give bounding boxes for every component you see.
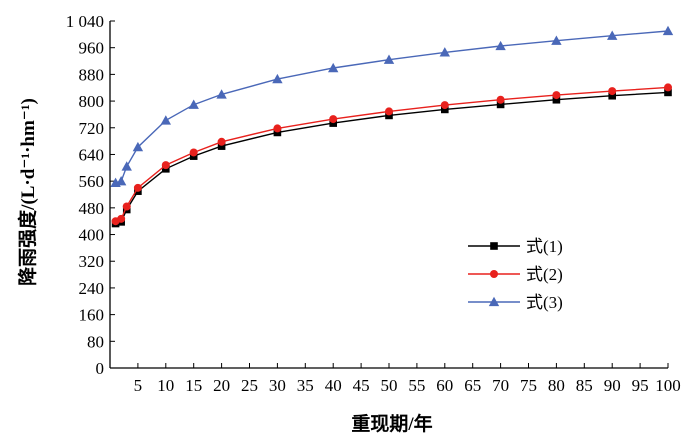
y-tick-label: 720 xyxy=(79,119,105,138)
legend: 式(1) 式(2) 式(3) xyxy=(468,237,563,312)
y-tick-label: 960 xyxy=(79,39,105,58)
data-point xyxy=(552,95,561,104)
legend-marker xyxy=(488,296,500,307)
x-tick-label: 30 xyxy=(269,376,286,395)
series-2 xyxy=(111,83,672,226)
data-point xyxy=(329,115,338,124)
x-tick-label: 15 xyxy=(185,376,202,395)
legend-item-1: 式(1) xyxy=(468,237,563,256)
x-tick-label: 100 xyxy=(655,376,681,395)
x-tick-label: 75 xyxy=(520,376,537,395)
legend-item-3: 式(3) xyxy=(468,293,563,312)
y-tick-label: 320 xyxy=(79,252,105,271)
legend-label: 式(2) xyxy=(526,265,563,284)
data-point xyxy=(664,88,672,97)
data-point xyxy=(115,175,127,186)
x-tick-label: 45 xyxy=(353,376,370,395)
data-point xyxy=(607,30,618,40)
x-axis-ticks: 5 10 15 20 25 30 35 40 45 50 55 60 65 70 75 80 85 90 95 100 xyxy=(109,363,681,395)
data-point xyxy=(496,100,505,109)
data-point xyxy=(122,202,131,211)
data-point xyxy=(664,83,672,92)
legend-label: 式(1) xyxy=(526,237,563,256)
data-point xyxy=(272,73,283,84)
data-point xyxy=(608,91,616,100)
data-point xyxy=(328,62,339,73)
data-point xyxy=(217,137,226,146)
data-point xyxy=(552,91,561,100)
data-point xyxy=(385,107,393,116)
data-point xyxy=(385,111,393,120)
y-tick-label: 560 xyxy=(79,172,105,191)
x-tick-label: 5 xyxy=(134,376,143,395)
y-tick-label: 80 xyxy=(87,332,104,351)
legend-marker xyxy=(490,270,498,278)
data-point xyxy=(161,161,170,170)
data-point xyxy=(121,161,132,171)
y-tick-label: 240 xyxy=(79,279,105,298)
x-tick-label: 70 xyxy=(492,376,509,395)
data-point xyxy=(495,40,506,51)
x-tick-label: 65 xyxy=(464,376,481,395)
data-point xyxy=(189,148,198,157)
x-tick-label: 35 xyxy=(297,376,314,395)
data-point xyxy=(440,101,449,110)
data-point xyxy=(383,54,395,64)
x-tick-label: 60 xyxy=(436,376,453,395)
data-point xyxy=(551,35,562,45)
x-tick-label: 20 xyxy=(213,376,230,395)
data-point xyxy=(188,99,199,109)
data-point xyxy=(160,115,171,125)
data-point xyxy=(133,183,142,192)
x-tick-label: 25 xyxy=(241,376,258,395)
x-axis-title: 重现期/年 xyxy=(351,412,432,435)
data-point xyxy=(329,119,337,127)
data-point xyxy=(273,128,282,137)
y-tick-label: 800 xyxy=(79,92,105,111)
legend-item-2: 式(2) xyxy=(468,265,563,284)
data-point xyxy=(273,124,282,133)
data-point xyxy=(217,142,226,150)
y-tick-label: 400 xyxy=(79,226,105,245)
data-point xyxy=(441,105,449,114)
series-3 xyxy=(110,25,674,187)
x-tick-label: 85 xyxy=(576,376,593,395)
x-tick-label: 50 xyxy=(381,376,398,395)
legend-label: 式(3) xyxy=(526,293,563,312)
y-tick-label: 480 xyxy=(79,199,105,218)
data-point xyxy=(496,95,505,104)
x-tick-label: 40 xyxy=(325,376,342,395)
data-point xyxy=(439,47,450,57)
x-tick-label: 80 xyxy=(548,376,565,395)
y-tick-label: 0 xyxy=(96,359,105,378)
y-tick-label: 880 xyxy=(79,65,105,84)
series-layer xyxy=(110,25,674,228)
y-axis-title: 降雨强度/(L·d⁻¹·hm⁻¹) xyxy=(16,98,39,286)
y-tick-label: 160 xyxy=(79,306,105,325)
data-point xyxy=(132,141,144,152)
y-tick-label: 640 xyxy=(79,145,105,164)
series-line xyxy=(115,30,669,184)
x-tick-label: 95 xyxy=(632,376,649,395)
y-tick-label: 1 040 xyxy=(66,12,104,31)
data-point xyxy=(117,214,126,223)
legend-marker xyxy=(490,242,498,250)
x-tick-label: 90 xyxy=(604,376,621,395)
y-axis-ticks: 0 80 160 240 320 400 480 560 640 720 800 880 960 1 04… xyxy=(66,12,115,378)
data-point xyxy=(608,87,617,96)
plot-frame xyxy=(109,21,668,369)
data-point xyxy=(216,89,227,99)
x-tick-label: 55 xyxy=(408,376,425,395)
x-tick-label: 10 xyxy=(157,376,174,395)
data-point xyxy=(662,25,674,36)
